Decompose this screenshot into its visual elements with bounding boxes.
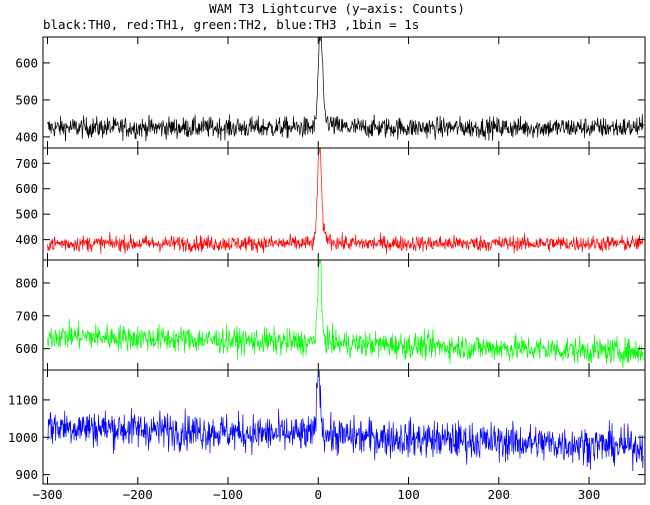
y-tick-label: 400	[15, 232, 38, 247]
y-tick-label: 700	[15, 156, 38, 171]
series-line-TH3	[47, 370, 644, 472]
y-tick-label: 500	[15, 92, 38, 107]
panel-3: 900 1000 1100 −300 −200 −100 0 100 200 300	[8, 369, 646, 502]
x-tick-label: 100	[397, 487, 420, 502]
y-tick-label: 1100	[8, 392, 38, 407]
x-tick-label: 300	[578, 487, 601, 502]
y-tick-label: 400	[15, 129, 38, 144]
series-line-TH0	[47, 37, 644, 142]
panels-group: 4005006004005006007006007008009001000110…	[8, 36, 646, 502]
panel-frame-3	[42, 369, 646, 485]
chart-subtitle: black:TH0, red:TH1, green:TH2, blue:TH3 …	[43, 17, 419, 32]
y-tick-label: 900	[15, 467, 38, 482]
x-tick-label: −200	[123, 487, 153, 502]
y-tick-label: 600	[15, 341, 38, 356]
panel-0: 400 500 600	[15, 36, 646, 149]
panel-2: 600 700 800	[15, 259, 646, 371]
series-line-TH2	[47, 260, 644, 369]
x-tick-label: 200	[487, 487, 510, 502]
y-tick-label: 600	[15, 55, 38, 70]
y-tick-label: 800	[15, 275, 38, 290]
x-tick-label: −100	[213, 487, 243, 502]
y-tick-label: 600	[15, 181, 38, 196]
series-line-TH1	[47, 147, 644, 255]
x-tick-label: 0	[315, 487, 323, 502]
panel-1: 400 500 600 700	[15, 147, 646, 261]
chart-title: WAM T3 Lightcurve (y−axis: Counts)	[209, 1, 465, 16]
y-tick-label: 500	[15, 207, 38, 222]
x-tick-label: −300	[32, 487, 62, 502]
y-tick-label: 1000	[8, 430, 38, 445]
y-tick-label: 700	[15, 308, 38, 323]
